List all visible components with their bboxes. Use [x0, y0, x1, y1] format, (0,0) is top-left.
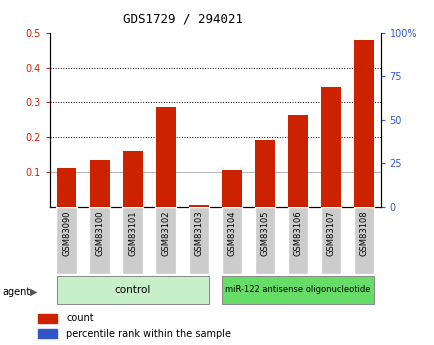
FancyBboxPatch shape — [221, 207, 242, 274]
FancyBboxPatch shape — [221, 276, 373, 304]
FancyBboxPatch shape — [56, 276, 208, 304]
Text: GSM83108: GSM83108 — [359, 210, 368, 256]
Text: GSM83102: GSM83102 — [161, 210, 170, 256]
FancyBboxPatch shape — [353, 207, 374, 274]
Text: ▶: ▶ — [30, 287, 37, 297]
Text: GSM83101: GSM83101 — [128, 210, 137, 256]
Text: GSM83106: GSM83106 — [293, 210, 302, 256]
Text: GSM83107: GSM83107 — [326, 210, 335, 256]
Text: miR-122 antisense oligonucleotide: miR-122 antisense oligonucleotide — [225, 285, 370, 294]
Bar — [39, 314, 57, 323]
Text: percentile rank within the sample: percentile rank within the sample — [66, 329, 231, 338]
Bar — [89, 160, 109, 207]
Bar — [320, 88, 340, 207]
Text: agent: agent — [2, 287, 30, 296]
Text: GSM83103: GSM83103 — [194, 210, 203, 256]
Text: GSM83100: GSM83100 — [95, 210, 104, 256]
FancyBboxPatch shape — [287, 207, 308, 274]
FancyBboxPatch shape — [188, 207, 209, 274]
Bar — [39, 329, 57, 338]
Text: control: control — [114, 285, 151, 295]
Bar — [353, 40, 373, 207]
FancyBboxPatch shape — [155, 207, 176, 274]
Bar — [221, 170, 241, 207]
Bar — [122, 151, 142, 207]
Bar — [287, 115, 307, 207]
Bar — [56, 168, 76, 207]
Bar — [188, 205, 208, 207]
Bar — [254, 140, 274, 207]
Bar — [155, 107, 175, 207]
Text: GSM83105: GSM83105 — [260, 210, 269, 256]
FancyBboxPatch shape — [89, 207, 110, 274]
Text: count: count — [66, 313, 94, 323]
FancyBboxPatch shape — [56, 207, 77, 274]
FancyBboxPatch shape — [254, 207, 275, 274]
FancyBboxPatch shape — [320, 207, 341, 274]
Text: GDS1729 / 294021: GDS1729 / 294021 — [122, 12, 242, 25]
Text: GSM83104: GSM83104 — [227, 210, 236, 256]
Text: GSM83090: GSM83090 — [62, 210, 71, 256]
FancyBboxPatch shape — [122, 207, 143, 274]
